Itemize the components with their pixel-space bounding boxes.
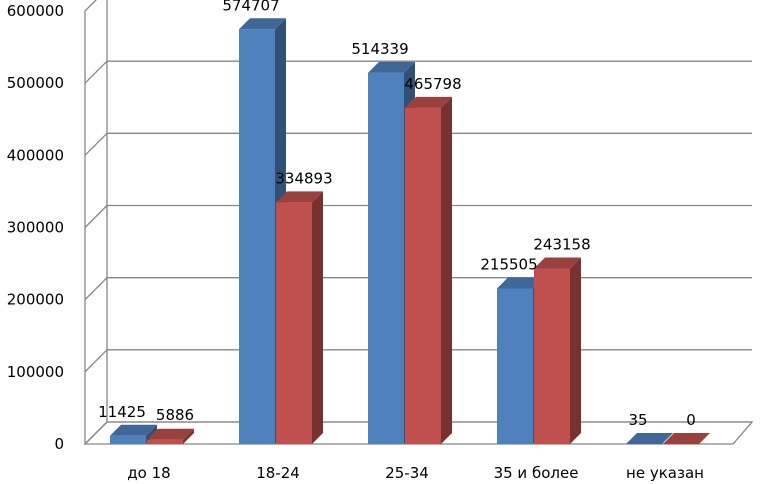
y-tick-label: 0 bbox=[54, 435, 64, 453]
gridline-connector bbox=[84, 349, 108, 373]
data-label: 215505 bbox=[480, 255, 537, 273]
data-label: 11425 bbox=[98, 403, 146, 421]
bar-top bbox=[368, 61, 415, 73]
bar bbox=[276, 191, 323, 444]
bar-front bbox=[368, 72, 404, 444]
data-label: 243158 bbox=[533, 236, 590, 254]
bar-front bbox=[110, 435, 146, 444]
data-label: 574707 bbox=[222, 0, 279, 14]
labels: 0 100000 200000 300000 400000 500000 600000 114… bbox=[7, 0, 704, 482]
y-tick-label: 200000 bbox=[7, 291, 64, 309]
bar-top bbox=[534, 257, 581, 269]
y-tick-label: 300000 bbox=[7, 219, 64, 237]
bar-side bbox=[312, 191, 323, 444]
data-label: 514339 bbox=[351, 40, 408, 58]
bar-side bbox=[662, 432, 673, 444]
bars bbox=[110, 18, 710, 445]
data-label: 465798 bbox=[404, 75, 461, 93]
bar bbox=[147, 428, 194, 444]
bar-front bbox=[239, 29, 275, 445]
data-label: 5886 bbox=[156, 406, 194, 424]
y-tick-label: 500000 bbox=[7, 74, 64, 92]
bar-top bbox=[497, 277, 544, 289]
bar-top bbox=[147, 428, 194, 440]
x-tick-label: до 18 bbox=[127, 464, 170, 482]
bar bbox=[626, 432, 673, 444]
bar-side bbox=[570, 257, 581, 444]
bar-top bbox=[405, 96, 452, 108]
bar-top bbox=[110, 424, 157, 436]
bar-front bbox=[534, 268, 570, 444]
x-tick-label: 25-34 bbox=[385, 464, 429, 482]
gridline-connector bbox=[84, 132, 108, 156]
bar-front bbox=[147, 439, 183, 444]
x-tick-label: 18-24 bbox=[256, 464, 300, 482]
y-tick-label: 400000 bbox=[7, 146, 64, 164]
x-tick-label: не указан bbox=[626, 464, 704, 482]
bar bbox=[405, 96, 452, 444]
bar-top bbox=[239, 18, 286, 30]
bar-side bbox=[183, 428, 194, 444]
gridline-connector bbox=[84, 205, 108, 228]
bar-top bbox=[626, 432, 673, 444]
x-tick-label: 35 и более bbox=[494, 464, 579, 482]
data-label: 0 bbox=[686, 411, 696, 429]
y-tick-label: 600000 bbox=[7, 2, 64, 20]
bar-top bbox=[663, 433, 710, 444]
bar bbox=[663, 433, 710, 444]
bar-front bbox=[497, 288, 533, 444]
bar-side bbox=[441, 96, 452, 444]
gridline-connector bbox=[84, 60, 108, 84]
bar-front bbox=[405, 107, 441, 444]
bar-top bbox=[276, 191, 323, 203]
bar-front bbox=[276, 202, 312, 444]
bar bbox=[534, 257, 581, 444]
gridline-connector bbox=[84, 0, 97, 12]
data-label: 35 bbox=[628, 411, 647, 429]
data-label: 334893 bbox=[275, 169, 332, 187]
y-tick-label: 100000 bbox=[7, 363, 64, 381]
gridline-connector bbox=[84, 277, 108, 301]
